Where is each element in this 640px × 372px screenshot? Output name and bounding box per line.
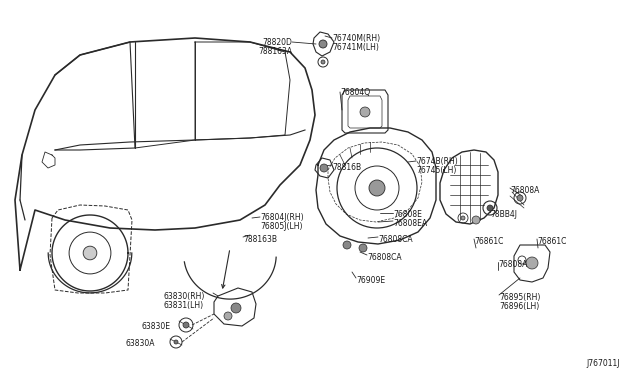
Text: J767011J: J767011J: [586, 359, 620, 368]
Circle shape: [224, 312, 232, 320]
Text: 63830A: 63830A: [126, 339, 156, 348]
Circle shape: [360, 107, 370, 117]
Text: 76745(LH): 76745(LH): [416, 166, 456, 175]
Text: 76909E: 76909E: [356, 276, 385, 285]
Circle shape: [517, 195, 523, 201]
Text: 76861C: 76861C: [537, 237, 566, 246]
Circle shape: [487, 205, 493, 211]
Circle shape: [231, 303, 241, 313]
Text: 63831(LH): 63831(LH): [163, 301, 203, 310]
Circle shape: [343, 241, 351, 249]
Circle shape: [321, 60, 325, 64]
Circle shape: [472, 216, 480, 224]
Text: 788163B: 788163B: [243, 235, 277, 244]
Circle shape: [183, 322, 189, 328]
Text: 76808CA: 76808CA: [367, 253, 402, 262]
Text: 7674B(RH): 7674B(RH): [416, 157, 458, 166]
Text: 76804Q: 76804Q: [340, 88, 370, 97]
Text: 78816B: 78816B: [332, 163, 361, 172]
Text: 76896(LH): 76896(LH): [499, 302, 540, 311]
Text: 63830E: 63830E: [141, 322, 170, 331]
Text: 76808EA: 76808EA: [393, 219, 427, 228]
Circle shape: [83, 246, 97, 260]
Text: 76808A: 76808A: [498, 260, 527, 269]
Circle shape: [526, 257, 538, 269]
Circle shape: [461, 216, 465, 220]
Text: 76895(RH): 76895(RH): [499, 293, 540, 302]
Text: 76741M(LH): 76741M(LH): [332, 43, 379, 52]
Circle shape: [359, 244, 367, 252]
Text: 788163A: 788163A: [258, 47, 292, 56]
Text: 76804J(RH): 76804J(RH): [260, 213, 303, 222]
Text: 76808E: 76808E: [393, 210, 422, 219]
Circle shape: [174, 340, 178, 344]
Text: 78820D: 78820D: [262, 38, 292, 47]
Text: 76808CA: 76808CA: [378, 235, 413, 244]
Text: 76805J(LH): 76805J(LH): [260, 222, 303, 231]
Text: 63830(RH): 63830(RH): [163, 292, 204, 301]
Circle shape: [319, 40, 327, 48]
Text: 76861C: 76861C: [474, 237, 504, 246]
Text: 78BB4J: 78BB4J: [490, 210, 517, 219]
Text: 76808A: 76808A: [510, 186, 540, 195]
Circle shape: [369, 180, 385, 196]
Circle shape: [320, 164, 328, 172]
Text: 76740M(RH): 76740M(RH): [332, 34, 380, 43]
